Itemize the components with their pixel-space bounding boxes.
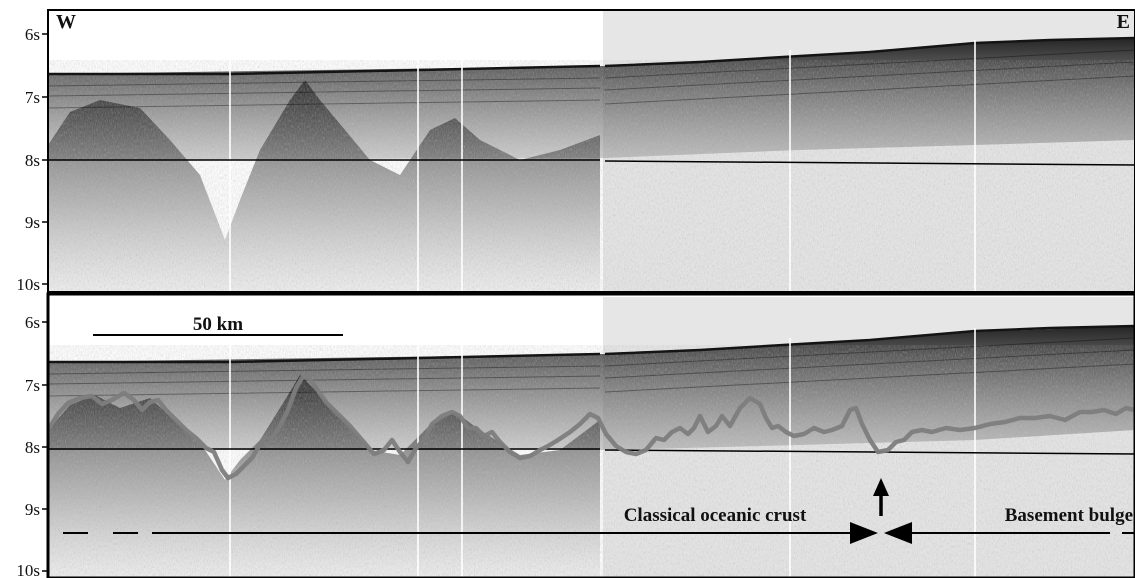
top-panel-reflector-texture — [48, 60, 1135, 292]
top-y-tick-9s: 9s — [25, 213, 40, 232]
direction-label-west: W — [56, 11, 76, 33]
bottom-panel-y-axis: 6s 7s 8s 9s 10s — [16, 313, 48, 578]
boundary-arrowhead-right — [884, 522, 912, 544]
top-panel-8s-line-east — [604, 160, 1135, 166]
top-y-tick-8s: 8s — [25, 151, 40, 170]
bottom-panel-reflector-texture — [48, 345, 1135, 578]
bottom-panel-trace-dividers — [229, 328, 976, 578]
top-y-tick-7s: 7s — [25, 88, 40, 107]
bottom-panel-frame — [46, 292, 1135, 578]
bottom-y-tick-6s: 6s — [25, 313, 40, 332]
scale-bar-label: 50 km — [193, 314, 243, 335]
top-panel-frame — [47, 9, 1135, 293]
top-panel-trace-dividers — [229, 40, 976, 292]
top-panel-y-axis: 6s 7s 8s 9s 10s — [16, 25, 48, 294]
bottom-y-tick-10s: 10s — [16, 561, 40, 578]
top-y-tick-10s: 10s — [16, 275, 40, 294]
top-panel-stratification — [48, 49, 1135, 109]
boundary-up-arrow-head — [873, 478, 889, 496]
direction-label-east: E — [1117, 11, 1130, 33]
basement-top-trace — [48, 373, 1135, 481]
bottom-panel-8s-line-east — [604, 449, 1135, 455]
top-panel-seafloor — [48, 36, 1135, 76]
bottom-y-tick-7s: 7s — [25, 376, 40, 395]
bottom-panel-seafloor — [48, 324, 1135, 364]
bottom-panel-stratification — [48, 337, 1135, 397]
top-panel — [48, 10, 1135, 292]
label-classical-oceanic-crust: Classical oceanic crust — [624, 505, 807, 526]
bottom-y-tick-8s: 8s — [25, 438, 40, 457]
top-y-tick-6s: 6s — [25, 25, 40, 44]
boundary-arrowhead-left — [850, 522, 878, 544]
label-basement-bulge: Basement bulge — [1005, 505, 1133, 526]
bottom-y-tick-9s: 9s — [25, 500, 40, 519]
bottom-panel: 50 km Classical oceanic crust Basement b… — [48, 297, 1135, 578]
